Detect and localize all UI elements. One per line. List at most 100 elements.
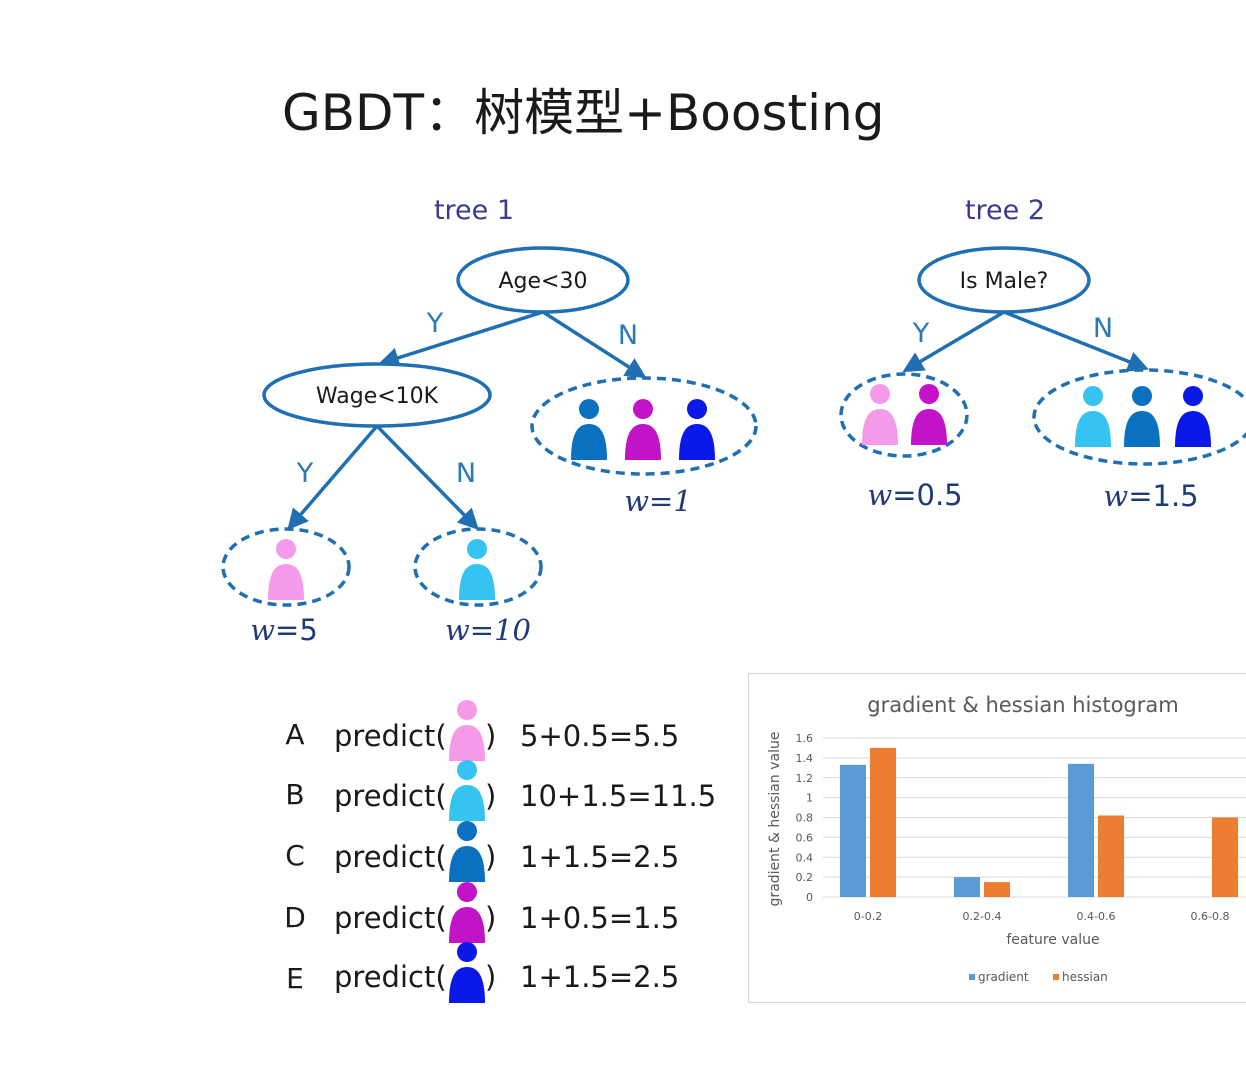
chart-x-tick-label: 0.2-0.4 [963, 910, 1002, 923]
prediction-letter: B [285, 778, 304, 811]
histogram-chart: gradient & hessian histogram 0 0.2 0.4 0.6 0… [748, 673, 1246, 1003]
bar-hessian-3 [1212, 817, 1238, 897]
chart-y-tick-label: 0.6 [796, 831, 814, 844]
tree1-child-edge-no-label: N [456, 458, 476, 489]
legend-swatch-gradient [969, 974, 975, 980]
chart-y-tick-label: 1.6 [796, 732, 814, 745]
bar-gradient-2 [1068, 763, 1094, 897]
chart-y-axis-label: gradient & hessian value [767, 732, 783, 907]
chart-y-tick-label: 0.2 [796, 871, 814, 884]
chart-y-tick-label: 1.4 [796, 752, 814, 765]
prediction-result: 1+1.5=2.5 [520, 840, 679, 874]
tree2-label: tree 2 [965, 195, 1045, 226]
page-title: GBDT：树模型+Boosting [282, 84, 885, 142]
prediction-result: 1+1.5=2.5 [520, 960, 679, 994]
tree1-child-edge-yes [287, 424, 379, 531]
tree1-weight-yes-no: w=10 [445, 613, 531, 647]
prediction-fn: predict( [334, 840, 447, 874]
prediction-fn: predict( [334, 719, 447, 753]
chart-x-axis-label: feature value [1006, 932, 1099, 948]
prediction-result: 10+1.5=11.5 [520, 779, 716, 813]
tree1-edge-yes [377, 310, 544, 368]
tree1-child-edge-no [375, 424, 479, 530]
tree1-label: tree 1 [434, 195, 514, 226]
tree2-edge-no [1003, 310, 1149, 372]
person-navy-icon [1175, 386, 1211, 447]
chart-legend: gradient hessian [969, 970, 1108, 984]
bar-hessian-1 [984, 882, 1010, 897]
person-magenta-icon [625, 399, 661, 460]
tree2-leaf-no [1032, 368, 1246, 466]
chart-x-tick-label: 0.4-0.6 [1077, 910, 1116, 923]
prediction-letter: D [284, 901, 306, 934]
chart-y-tick-label: 0 [806, 891, 813, 904]
tree1-weight-no: w=1 [624, 484, 692, 518]
tree1-leaf-no [530, 376, 758, 476]
prediction-row-b: B predict( ) 10+1.5=11.5 [285, 760, 716, 821]
person-cyan-icon [449, 760, 485, 821]
tree1-edge-yes-label: Y [426, 308, 444, 339]
histogram-chart-svg: gradient & hessian histogram 00.20.40.60… [767, 693, 1246, 984]
bar-hessian-0 [870, 747, 896, 897]
prediction-letter: E [286, 962, 304, 995]
person-cyan-icon [459, 539, 495, 600]
prediction-close: ) [485, 779, 496, 813]
tree2-leaf-yes [839, 372, 969, 458]
bar-gradient-1 [954, 877, 980, 897]
prediction-result: 1+0.5=1.5 [520, 901, 679, 935]
predictions-list: A predict( ) 5+0.5=5.5 B predict( ) 10+1… [284, 700, 716, 1003]
chart-x-tick-label: 0.6-0.8 [1191, 910, 1230, 923]
prediction-close: ) [485, 960, 496, 994]
chart-x-ticks: 0-0.2 0.2-0.4 0.4-0.6 0.6-0.8 [854, 910, 1230, 923]
tree2-root-node: Is Male? [917, 246, 1091, 314]
person-navy-icon [679, 399, 715, 460]
person-blue-icon [449, 821, 485, 882]
chart-y-ticks: 0 0.2 0.4 0.6 0.8 1 1.2 1.4 1.6 [796, 732, 814, 904]
person-pink-icon [862, 384, 898, 445]
prediction-close: ) [485, 719, 496, 753]
prediction-fn: predict( [334, 901, 447, 935]
chart-x-tick-label: 0-0.2 [854, 910, 882, 923]
prediction-fn: predict( [334, 960, 447, 994]
bar-gradient-0 [840, 764, 866, 897]
tree1-root-label: Age<30 [499, 269, 588, 294]
tree1-edge-no [542, 310, 647, 379]
legend-label-gradient: gradient [978, 970, 1029, 984]
person-pink-icon [268, 539, 304, 600]
person-pink-icon [449, 700, 485, 761]
tree2-edge-yes [902, 310, 1005, 373]
tree1-leaf-yes-no [413, 527, 543, 607]
prediction-row-d: D predict( ) 1+0.5=1.5 [284, 882, 679, 943]
person-magenta-icon [449, 882, 485, 943]
legend-label-hessian: hessian [1062, 970, 1108, 984]
tree1-child-label: Wage<10K [316, 384, 439, 409]
tree1-edge-no-label: N [618, 320, 638, 351]
chart-y-tick-label: 1.2 [796, 772, 814, 785]
chart-y-tick-label: 0.8 [796, 812, 814, 825]
tree2-root-label: Is Male? [960, 269, 1049, 294]
chart-gridlines [823, 737, 1246, 898]
person-blue-icon [571, 399, 607, 460]
chart-y-tick-label: 0.4 [796, 851, 814, 864]
chart-bars [840, 747, 1238, 897]
prediction-row-a: A predict( ) 5+0.5=5.5 [285, 700, 679, 761]
prediction-letter: C [285, 839, 305, 872]
tree1-child-edge-yes-label: Y [296, 458, 314, 489]
bar-hessian-2 [1098, 815, 1124, 897]
person-magenta-icon [911, 384, 947, 445]
tree1-leaf-yes-yes [221, 527, 351, 607]
prediction-result: 5+0.5=5.5 [520, 719, 679, 753]
person-navy-icon [449, 942, 485, 1003]
tree1-root-node: Age<30 [456, 246, 630, 314]
tree2-edge-no-label: N [1093, 313, 1113, 344]
chart-y-tick-label: 1 [806, 792, 813, 805]
prediction-fn: predict( [334, 779, 447, 813]
prediction-close: ) [485, 901, 496, 935]
legend-swatch-hessian [1053, 974, 1059, 980]
tree1-weight-yes-yes: w=5 [250, 613, 318, 647]
tree2-weight-yes: w=0.5 [867, 478, 962, 512]
chart-title: gradient & hessian histogram [867, 693, 1178, 717]
tree2-weight-no: w=1.5 [1103, 479, 1198, 513]
person-cyan-icon [1075, 386, 1111, 447]
